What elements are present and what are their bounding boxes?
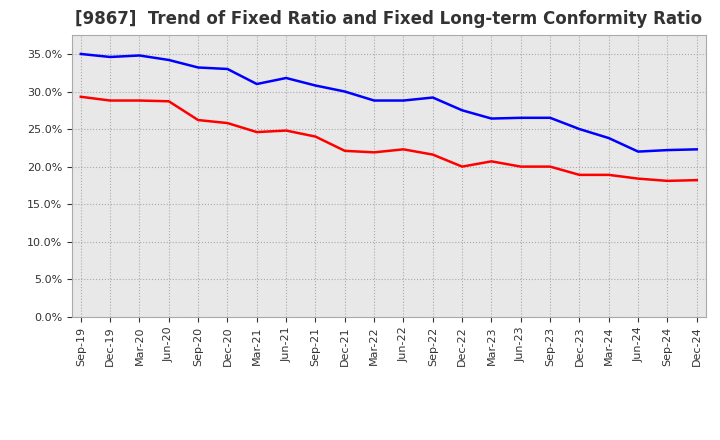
Fixed Long-term Conformity Ratio — [546, 164, 554, 169]
Title: [9867]  Trend of Fixed Ratio and Fixed Long-term Conformity Ratio: [9867] Trend of Fixed Ratio and Fixed Lo… — [75, 10, 703, 28]
Fixed Ratio — [634, 149, 642, 154]
Fixed Long-term Conformity Ratio — [135, 98, 144, 103]
Fixed Long-term Conformity Ratio — [516, 164, 525, 169]
Fixed Ratio — [194, 65, 202, 70]
Fixed Long-term Conformity Ratio — [634, 176, 642, 181]
Fixed Long-term Conformity Ratio — [399, 147, 408, 152]
Fixed Ratio — [76, 51, 85, 57]
Fixed Long-term Conformity Ratio — [76, 94, 85, 99]
Line: Fixed Ratio: Fixed Ratio — [81, 54, 697, 152]
Fixed Long-term Conformity Ratio — [341, 148, 349, 154]
Fixed Ratio — [399, 98, 408, 103]
Fixed Long-term Conformity Ratio — [194, 117, 202, 123]
Fixed Ratio — [311, 83, 320, 88]
Fixed Ratio — [428, 95, 437, 100]
Fixed Ratio — [663, 147, 672, 153]
Fixed Ratio — [546, 115, 554, 121]
Fixed Ratio — [282, 75, 290, 81]
Fixed Ratio — [370, 98, 379, 103]
Fixed Long-term Conformity Ratio — [458, 164, 467, 169]
Fixed Long-term Conformity Ratio — [605, 172, 613, 177]
Fixed Ratio — [164, 57, 173, 62]
Fixed Ratio — [487, 116, 496, 121]
Fixed Long-term Conformity Ratio — [428, 152, 437, 157]
Fixed Long-term Conformity Ratio — [282, 128, 290, 133]
Fixed Ratio — [516, 115, 525, 121]
Fixed Long-term Conformity Ratio — [575, 172, 584, 177]
Fixed Long-term Conformity Ratio — [370, 150, 379, 155]
Fixed Ratio — [341, 89, 349, 94]
Fixed Ratio — [575, 126, 584, 132]
Fixed Long-term Conformity Ratio — [663, 178, 672, 183]
Fixed Ratio — [693, 147, 701, 152]
Fixed Ratio — [223, 66, 232, 72]
Fixed Ratio — [106, 54, 114, 59]
Fixed Long-term Conformity Ratio — [311, 134, 320, 139]
Fixed Long-term Conformity Ratio — [106, 98, 114, 103]
Fixed Long-term Conformity Ratio — [223, 121, 232, 126]
Fixed Long-term Conformity Ratio — [164, 99, 173, 104]
Fixed Ratio — [135, 53, 144, 58]
Fixed Ratio — [605, 136, 613, 141]
Fixed Long-term Conformity Ratio — [693, 177, 701, 183]
Fixed Ratio — [458, 108, 467, 113]
Fixed Long-term Conformity Ratio — [253, 129, 261, 135]
Fixed Ratio — [253, 81, 261, 87]
Line: Fixed Long-term Conformity Ratio: Fixed Long-term Conformity Ratio — [81, 97, 697, 181]
Fixed Long-term Conformity Ratio — [487, 159, 496, 164]
